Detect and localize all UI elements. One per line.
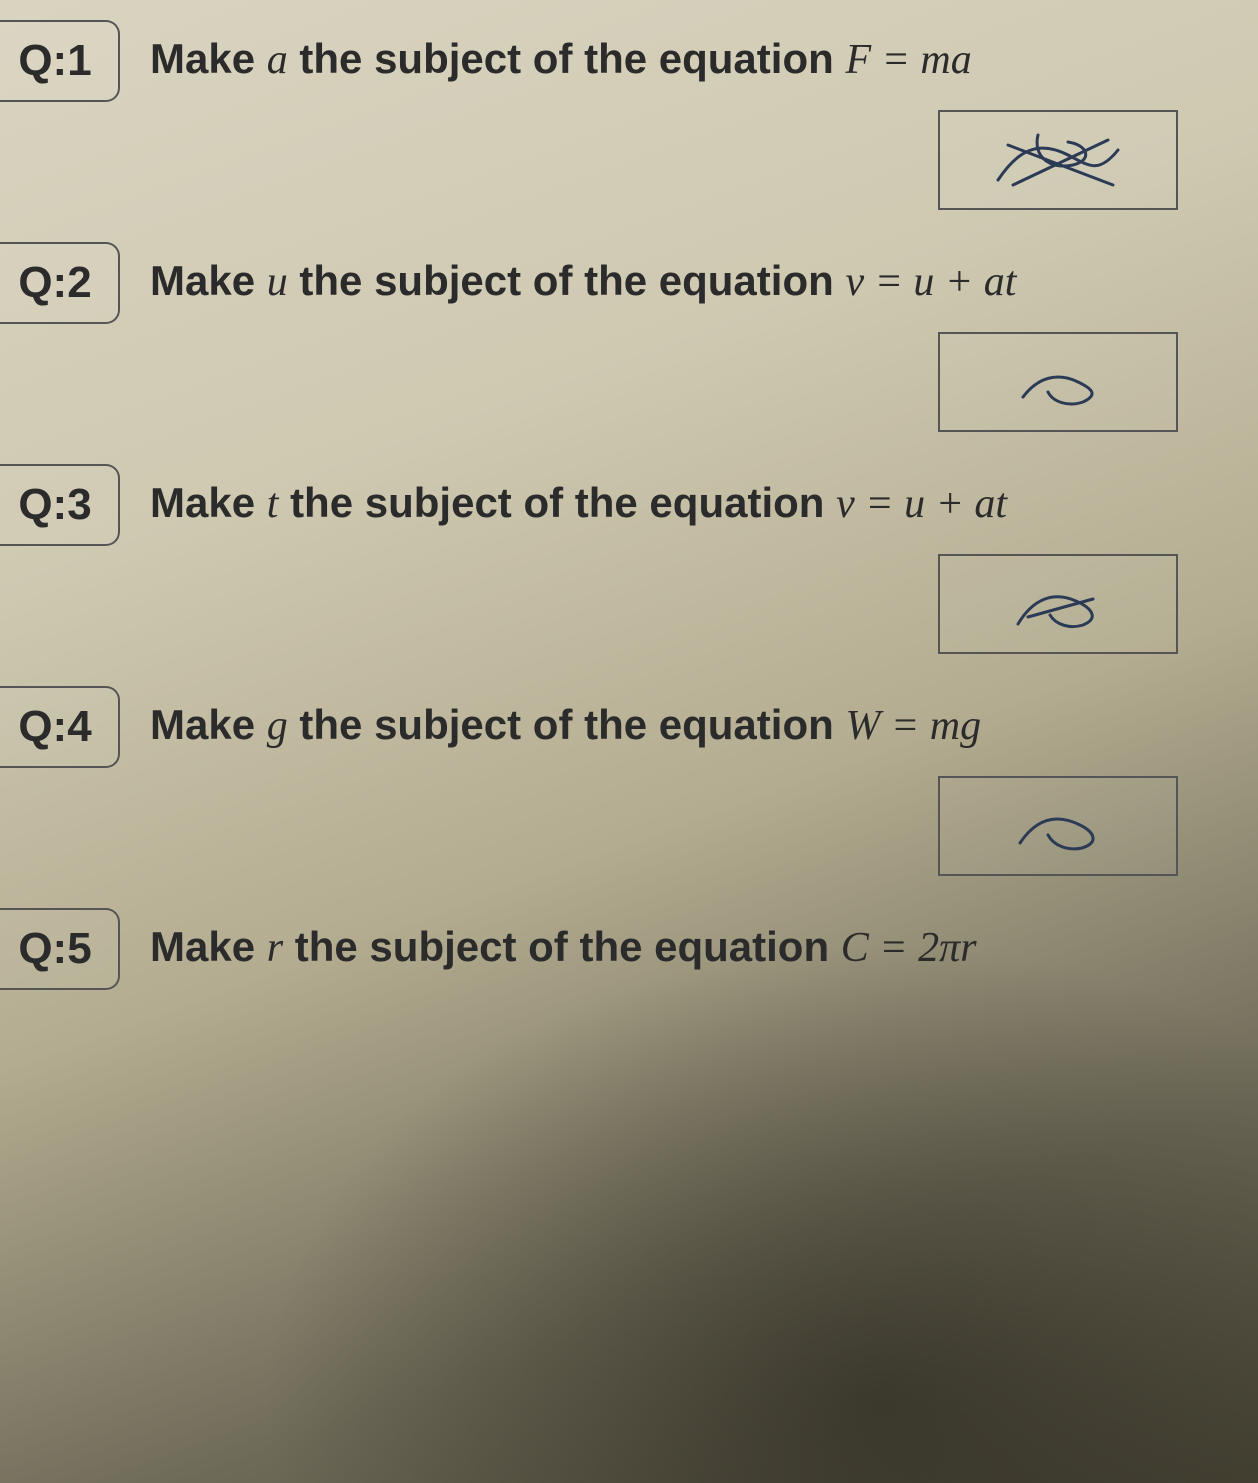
question-body: Make r the subject of the equation C = 2…: [150, 908, 1218, 976]
question-number: Q:3: [0, 464, 120, 546]
question-number: Q:2: [0, 242, 120, 324]
text-prefix: Make: [150, 35, 267, 82]
question-text: Make r the subject of the equation C = 2…: [150, 920, 1218, 976]
text-variable: u: [267, 259, 288, 305]
question-number: Q:5: [0, 908, 120, 990]
question-3: Q:3 Make t the subject of the equation v…: [0, 464, 1218, 546]
pen-scribble-icon: [998, 347, 1118, 417]
question-body: Make g the subject of the equation W = m…: [150, 686, 1218, 754]
answer-box[interactable]: [938, 110, 1178, 210]
text-variable: g: [267, 703, 288, 749]
question-1: Q:1 Make a the subject of the equation F…: [0, 20, 1218, 102]
text-equation: v = u + at: [845, 259, 1016, 305]
text-middle: the subject of the equation: [278, 479, 836, 526]
text-prefix: Make: [150, 257, 267, 304]
text-variable: r: [267, 925, 283, 971]
question-body: Make u the subject of the equation v = u…: [150, 242, 1218, 310]
text-equation: F = ma: [845, 37, 971, 83]
question-body: Make t the subject of the equation v = u…: [150, 464, 1218, 532]
text-equation: W = mg: [845, 703, 981, 749]
text-variable: a: [267, 37, 288, 83]
text-middle: the subject of the equation: [288, 701, 846, 748]
question-number: Q:1: [0, 20, 120, 102]
answer-box[interactable]: [938, 554, 1178, 654]
question-5: Q:5 Make r the subject of the equation C…: [0, 908, 1218, 990]
question-text: Make u the subject of the equation v = u…: [150, 254, 1218, 310]
text-prefix: Make: [150, 479, 267, 526]
answer-box[interactable]: [938, 332, 1178, 432]
question-2: Q:2 Make u the subject of the equation v…: [0, 242, 1218, 324]
pen-scribble-icon: [998, 791, 1118, 861]
text-variable: t: [267, 481, 279, 527]
text-middle: the subject of the equation: [288, 257, 846, 304]
pen-scribble-icon: [978, 120, 1138, 200]
question-body: Make a the subject of the equation F = m…: [150, 20, 1218, 88]
question-text: Make t the subject of the equation v = u…: [150, 476, 1218, 532]
answer-box[interactable]: [938, 776, 1178, 876]
question-number: Q:4: [0, 686, 120, 768]
question-text: Make g the subject of the equation W = m…: [150, 698, 1218, 754]
text-equation: v = u + at: [836, 481, 1007, 527]
question-text: Make a the subject of the equation F = m…: [150, 32, 1218, 88]
text-middle: the subject of the equation: [283, 923, 841, 970]
text-equation: C = 2πr: [841, 925, 977, 971]
text-prefix: Make: [150, 923, 267, 970]
text-prefix: Make: [150, 701, 267, 748]
text-middle: the subject of the equation: [288, 35, 846, 82]
question-4: Q:4 Make g the subject of the equation W…: [0, 686, 1218, 768]
pen-scribble-icon: [998, 569, 1118, 639]
